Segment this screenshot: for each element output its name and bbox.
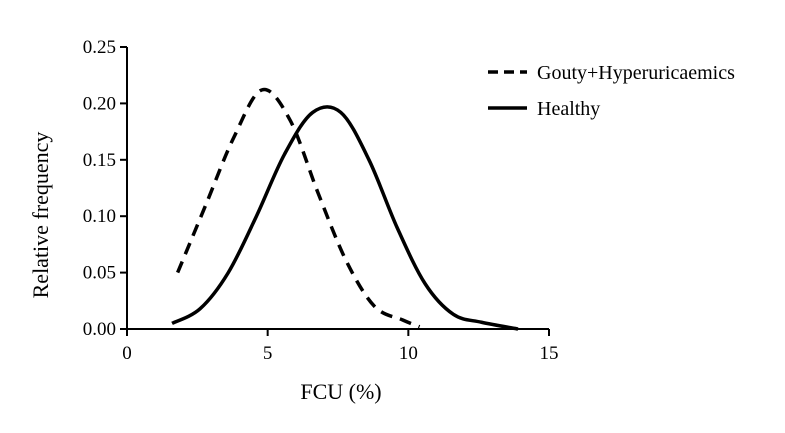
legend-label-0: Gouty+Hyperuricaemics <box>537 62 735 84</box>
y-tick-label: 0.20 <box>83 93 116 114</box>
y-tick-label: 0.05 <box>83 263 116 284</box>
x-axis-label: FCU (%) <box>300 379 381 404</box>
x-tick-label: 5 <box>263 343 273 364</box>
series-line-1 <box>171 105 519 331</box>
series-line-0 <box>176 87 421 329</box>
y-axis-label: Relative frequency <box>28 132 53 299</box>
series-lines <box>171 87 519 331</box>
legend-label-1: Healthy <box>537 98 600 120</box>
y-tick-label: 0.10 <box>83 206 116 227</box>
y-tick-label: 0.00 <box>83 319 116 340</box>
x-tick-label: 0 <box>122 343 132 364</box>
x-tick-label: 15 <box>540 343 559 364</box>
y-tick-label: 0.15 <box>83 150 116 171</box>
plot-area: 0.00 0.05 0.10 0.15 0.20 0.25 0 5 10 15 <box>83 37 559 364</box>
legend: Gouty+Hyperuricaemics Healthy <box>488 62 735 120</box>
x-tick-label: 10 <box>399 343 418 364</box>
y-tick-label: 0.25 <box>83 37 116 58</box>
